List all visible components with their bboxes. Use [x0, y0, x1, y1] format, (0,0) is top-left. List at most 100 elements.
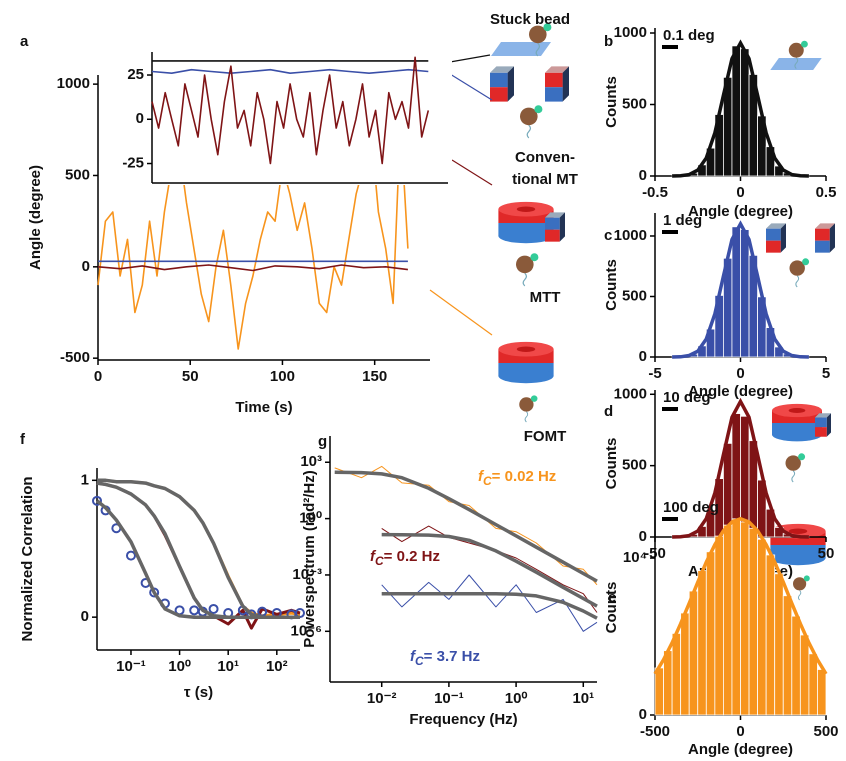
y-axis-label: Counts [603, 259, 620, 311]
y-tick-label: 10⁰ [299, 510, 322, 527]
fit-curve [653, 516, 828, 675]
annotation: FOMT [524, 428, 567, 445]
x-tick-label: 10⁰ [505, 690, 528, 707]
bar [740, 229, 750, 358]
x-axis-label: τ (s) [184, 684, 213, 701]
icon-cylinder [772, 403, 822, 442]
series-line [381, 532, 598, 608]
annotation: tional MT [512, 171, 578, 188]
panel-letter: g [318, 433, 327, 450]
y-axis-label: Powerspectrum (rad²/Hz) [301, 470, 318, 648]
bar [765, 554, 776, 716]
panel: 10⁻² 10⁻¹ 10⁰ 10¹ 10³ 10⁰ 10⁻³ 10⁻⁶ Frequency (H… [290, 433, 598, 728]
icon-magnet [815, 413, 831, 437]
y-tick-label: 500 [622, 287, 647, 304]
x-tick-label: 500 [813, 723, 838, 740]
x-tick-label: 10⁰ [168, 658, 191, 675]
y-tick-label: 1 [81, 471, 89, 488]
y-axis-label: Counts [603, 582, 620, 634]
bar [731, 518, 741, 716]
annotation: MTT [530, 289, 561, 306]
icon-cylinder [498, 341, 554, 384]
x-tick-label: 10¹ [217, 658, 239, 675]
panel-letter: d [604, 403, 613, 420]
series-line [334, 465, 598, 586]
bar [740, 48, 750, 177]
scale-label: 0.1 deg [663, 27, 715, 44]
x-axis-label: Angle (degree) [688, 741, 793, 758]
icon-bead [788, 257, 810, 288]
x-tick-label: 0 [736, 365, 744, 382]
icon-magnet [766, 223, 786, 253]
annotation: fC= 0.2 Hz [370, 548, 440, 568]
x-tick-label: 10⁻¹ [116, 658, 146, 675]
x-axis-label: Time (s) [235, 399, 292, 416]
x-tick-label: 150 [362, 368, 387, 385]
bar [680, 612, 690, 716]
data-point [92, 495, 102, 506]
y-tick-label: 10³ [300, 453, 322, 470]
bar [748, 527, 758, 716]
scale-label: 1 deg [663, 212, 702, 229]
x-tick-label: 10⁻¹ [434, 690, 464, 707]
y-tick-label: 25 [127, 66, 144, 83]
series-line [381, 574, 598, 632]
y-tick-label: 0 [82, 258, 90, 275]
icon-magnet [545, 66, 569, 102]
y-axis-label: Counts [603, 438, 620, 490]
series-line [96, 481, 300, 619]
annotation-subscript: C [375, 554, 384, 568]
y-axis-label: Angle (degree) [27, 165, 44, 270]
inset-background [150, 48, 452, 185]
annotation-subscript: C [415, 654, 424, 668]
x-tick-label: 10⁻² [367, 690, 397, 707]
annotation: Conven- [515, 149, 575, 166]
data-point [208, 603, 219, 614]
y-axis-label: Normalized Correlation [19, 476, 36, 641]
fit-curve [672, 397, 809, 539]
x-tick-label: 10² [266, 658, 288, 675]
x-tick-label: -0.5 [642, 184, 668, 201]
y-tick-label: 500 [622, 95, 647, 112]
x-tick-label: 50 [182, 368, 199, 385]
series-line [97, 478, 301, 618]
bar [714, 535, 724, 716]
x-tick-label: 0 [736, 184, 744, 201]
y-tick-label: -25 [122, 154, 144, 171]
bar [654, 667, 664, 716]
connector [429, 289, 493, 336]
fit-curve [672, 39, 809, 178]
connector [449, 54, 491, 63]
y-tick-label: 1000 [614, 24, 647, 41]
annotation-subscript: C [483, 474, 492, 488]
y-axis-label: Counts [603, 76, 620, 128]
bar [740, 521, 750, 716]
bar [817, 669, 827, 716]
series-line [97, 119, 409, 350]
x-tick-label: 10¹ [572, 690, 594, 707]
icon-bead [784, 452, 806, 483]
bar [791, 615, 801, 716]
x-axis-label: Frequency (Hz) [409, 711, 517, 728]
series-line [381, 591, 598, 620]
scale-label: 10 deg [663, 389, 711, 406]
bar [705, 551, 716, 716]
connector [451, 159, 493, 186]
annotation-text: = 3.7 Hz [424, 648, 480, 665]
y-tick-label: 500 [622, 457, 647, 474]
bar [808, 653, 818, 716]
icon-magnet [815, 223, 835, 253]
bar [688, 590, 699, 716]
x-axis-label: Angle (degree) [688, 383, 793, 400]
panel-letter: f [20, 431, 26, 448]
annotation-symbol: f [410, 648, 417, 665]
annotation-symbol: f [478, 468, 485, 485]
bar [731, 226, 741, 358]
series-line [97, 478, 300, 619]
y-tick-label: 10⁴ [623, 549, 647, 566]
bar [782, 595, 793, 716]
